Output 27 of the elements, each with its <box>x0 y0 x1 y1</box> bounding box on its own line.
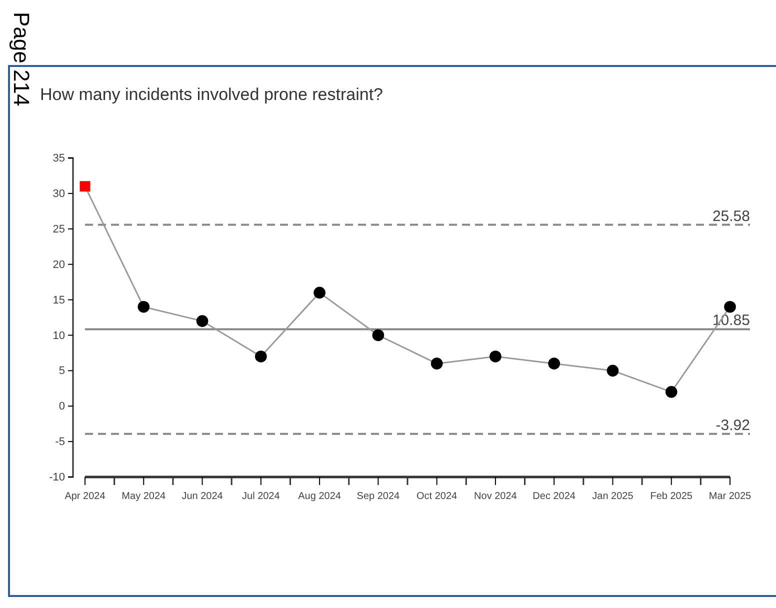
y-tick-label: 0 <box>58 400 65 413</box>
x-tick-label: May 2024 <box>122 491 166 502</box>
x-tick-label: Dec 2024 <box>532 491 576 502</box>
ref-line-label: 25.58 <box>712 208 750 225</box>
x-tick-label: Apr 2024 <box>64 491 106 502</box>
y-tick-label: 20 <box>52 258 65 271</box>
ref-line-label: 10.85 <box>712 312 750 330</box>
chart-title: How many incidents involved prone restraint? <box>40 85 384 104</box>
y-tick-label: 30 <box>52 188 65 200</box>
x-tick-label: Aug 2024 <box>298 491 342 502</box>
x-tick-label: Sep 2024 <box>356 491 400 502</box>
x-tick-label: Oct 2024 <box>416 491 458 502</box>
x-tick-label: Feb 2025 <box>650 491 693 502</box>
y-tick-label: 10 <box>52 330 65 342</box>
ref-line-label: -3.92 <box>716 416 750 434</box>
x-tick-label: Mar 2025 <box>708 491 752 502</box>
x-tick-label: Jan 2025 <box>592 491 634 502</box>
x-tick-label: Jun 2024 <box>182 491 224 502</box>
text: Page 214 <box>9 12 34 106</box>
y-tick-label: 35 <box>52 152 65 165</box>
y-tick-label: 25 <box>52 223 65 236</box>
x-tick-label: Nov 2024 <box>474 491 518 502</box>
y-tick-label: 5 <box>58 365 65 378</box>
x-tick-label: Jul 2024 <box>242 491 280 502</box>
y-tick-label: -5 <box>55 436 65 448</box>
y-tick-label: -10 <box>49 472 65 484</box>
y-tick-label: 15 <box>52 294 65 306</box>
